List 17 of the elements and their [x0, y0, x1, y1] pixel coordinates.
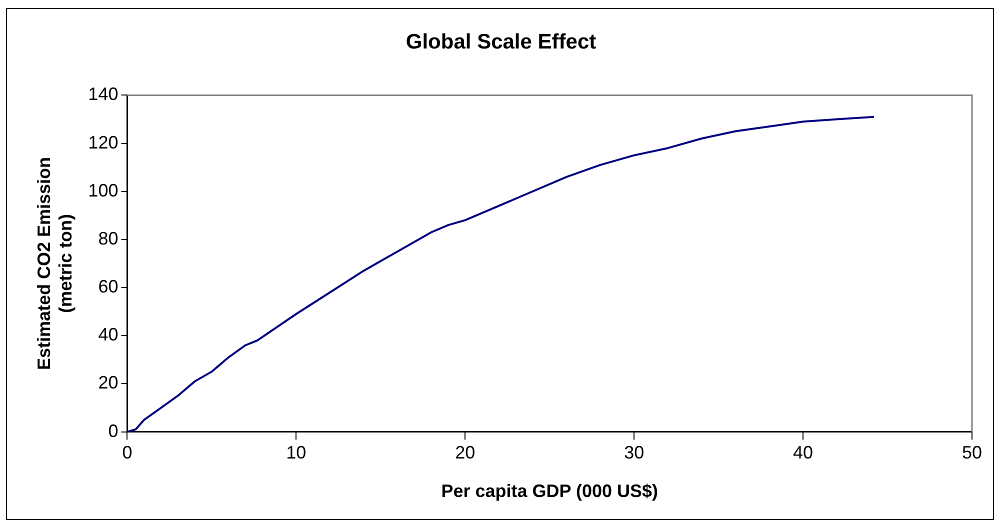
y-tick-label: 20 [98, 372, 118, 393]
x-tick-label: 30 [624, 442, 644, 463]
x-axis-title: Per capita GDP (000 US$) [441, 481, 658, 502]
y-tick-label: 120 [88, 132, 118, 152]
x-tick-label: 20 [455, 442, 476, 463]
x-tick-label: 50 [962, 442, 982, 463]
x-tick-label: 10 [286, 442, 306, 463]
chart-title: Global Scale Effect [406, 30, 596, 54]
x-tick-label: 0 [122, 442, 132, 463]
y-tick-label: 0 [108, 420, 118, 441]
y-tick-label: 100 [88, 180, 118, 200]
y-tick-label: 60 [98, 276, 118, 297]
y-tick-label: 140 [88, 84, 118, 104]
y-tick-label: 80 [98, 228, 118, 248]
x-tick-label: 40 [793, 442, 814, 463]
y-axis-title: Estimated CO2 Emission (metric ton) [34, 156, 76, 370]
y-tick-label: 40 [98, 324, 118, 345]
